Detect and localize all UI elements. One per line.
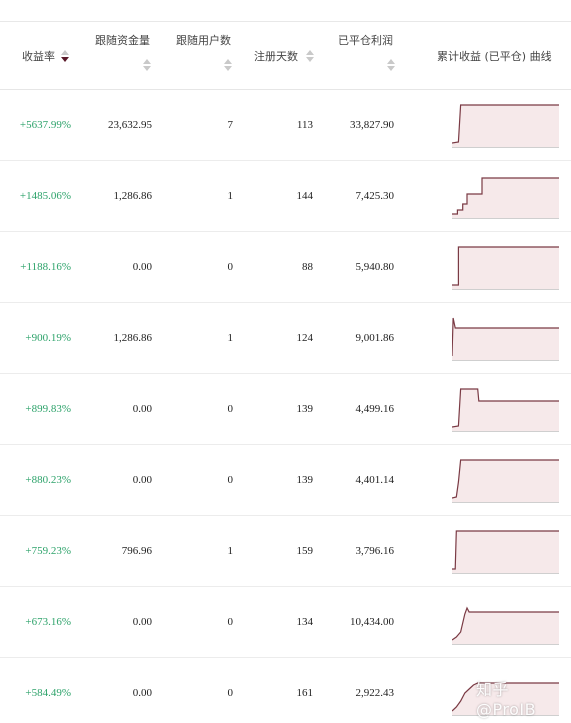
users-cell: 1 xyxy=(227,545,234,557)
days-cell: 139 xyxy=(296,403,314,415)
fund-cell: 796.96 xyxy=(121,545,152,557)
top-divider xyxy=(0,21,571,22)
cumulative-profit-curve xyxy=(452,606,559,645)
header-days-label: 注册天数 xyxy=(254,50,298,63)
sort-users-icon[interactable] xyxy=(223,59,233,73)
curve-area xyxy=(452,389,559,431)
profit-cell: 10,434.00 xyxy=(350,616,394,628)
days-cell: 113 xyxy=(296,119,313,131)
rate-cell: +899.83% xyxy=(25,403,71,415)
profit-cell: 9,001.86 xyxy=(355,332,395,344)
curve-line xyxy=(452,682,559,712)
cumulative-profit-curve xyxy=(452,530,559,574)
header-fund-label: 跟随资金量 xyxy=(95,34,150,47)
days-cell: 161 xyxy=(296,687,314,699)
curve-line xyxy=(452,317,559,357)
users-cell: 1 xyxy=(227,332,234,344)
days-cell: 139 xyxy=(296,474,314,486)
sort-profit-icon[interactable] xyxy=(386,59,396,73)
curve-line xyxy=(452,104,559,144)
curve-area xyxy=(452,531,559,573)
curve-area xyxy=(452,460,559,502)
profit-cell: 7,425.30 xyxy=(355,190,395,202)
cumulative-profit-curve xyxy=(452,246,559,290)
sort-rate-icon[interactable] xyxy=(60,50,70,64)
rate-cell: +759.23% xyxy=(25,545,71,557)
profit-cell: 33,827.90 xyxy=(350,119,394,131)
cumulative-profit-curve xyxy=(452,459,559,503)
header-rate-label: 收益率 xyxy=(22,50,55,63)
curve-line xyxy=(452,606,559,641)
sort-fund-icon[interactable] xyxy=(142,59,152,73)
curve-line xyxy=(452,388,559,428)
sort-days-icon[interactable] xyxy=(305,50,315,64)
curve-line xyxy=(452,530,559,570)
users-cell: 0 xyxy=(227,616,234,628)
profit-cell: 4,499.16 xyxy=(355,403,395,415)
fund-cell: 0.00 xyxy=(132,687,152,699)
table-row[interactable]: +899.83% 0.00 0 139 4,499.16 xyxy=(0,374,571,445)
users-cell: 0 xyxy=(227,474,234,486)
table-row[interactable]: +900.19% 1,286.86 1 124 9,001.86 xyxy=(0,303,571,374)
users-cell: 7 xyxy=(227,119,234,131)
rate-cell: +5637.99% xyxy=(19,119,71,131)
curve-line xyxy=(452,177,559,215)
curve-area xyxy=(452,608,559,644)
watermark: 知乎 @ProIB xyxy=(476,680,537,719)
table-row[interactable]: +5637.99% 23,632.95 7 113 33,827.90 xyxy=(0,90,571,161)
table-row[interactable]: +759.23% 796.96 1 159 3,796.16 xyxy=(0,516,571,587)
header-curve-label: 累计收益 (已平仓) 曲线 xyxy=(437,50,552,63)
curve-area xyxy=(452,178,559,218)
table-row[interactable]: +1188.16% 0.00 0 88 5,940.80 xyxy=(0,232,571,303)
rate-cell: +880.23% xyxy=(25,474,71,486)
fund-cell: 0.00 xyxy=(132,403,152,415)
cumulative-profit-curve xyxy=(452,104,559,148)
days-cell: 144 xyxy=(296,190,314,202)
fund-cell: 1,286.86 xyxy=(113,190,153,202)
fund-cell: 0.00 xyxy=(132,616,152,628)
profit-cell: 2,922.43 xyxy=(355,687,395,699)
curve-area xyxy=(452,247,559,289)
fund-cell: 0.00 xyxy=(132,261,152,273)
profit-cell: 5,940.80 xyxy=(355,261,395,273)
users-cell: 1 xyxy=(227,190,234,202)
rate-cell: +1188.16% xyxy=(20,261,71,273)
rate-cell: +673.16% xyxy=(25,616,71,628)
cumulative-profit-curve xyxy=(452,177,559,219)
header-users-label: 跟随用户数 xyxy=(176,34,231,47)
users-cell: 0 xyxy=(227,261,234,273)
days-cell: 159 xyxy=(296,545,314,557)
cumulative-profit-curve xyxy=(452,388,559,432)
cumulative-profit-curve xyxy=(452,682,559,716)
curve-line xyxy=(452,459,559,499)
profit-cell: 3,796.16 xyxy=(355,545,395,557)
table-row[interactable]: +584.49% 0.00 0 161 2,922.43 xyxy=(0,658,571,723)
curve-area xyxy=(452,683,559,715)
profit-cell: 4,401.14 xyxy=(355,474,395,486)
table-row[interactable]: +880.23% 0.00 0 139 4,401.14 xyxy=(0,445,571,516)
curve-line xyxy=(452,246,559,286)
fund-cell: 23,632.95 xyxy=(108,119,152,131)
rate-cell: +1485.06% xyxy=(19,190,71,202)
table-header: 收益率 跟随资金量 跟随用户数 注册天数 已平仓利润 累计收益 (已平仓) 曲线 xyxy=(0,22,571,90)
users-cell: 0 xyxy=(227,403,234,415)
header-profit-label: 已平仓利润 xyxy=(338,34,393,47)
fund-cell: 0.00 xyxy=(132,474,152,486)
cumulative-profit-curve xyxy=(452,317,559,361)
users-cell: 0 xyxy=(227,687,234,699)
fund-cell: 1,286.86 xyxy=(113,332,153,344)
curve-area xyxy=(452,318,559,360)
rate-cell: +900.19% xyxy=(25,332,71,344)
days-cell: 88 xyxy=(302,261,313,273)
table-row[interactable]: +1485.06% 1,286.86 1 144 7,425.30 xyxy=(0,161,571,232)
days-cell: 124 xyxy=(296,332,314,344)
days-cell: 134 xyxy=(296,616,314,628)
table-row[interactable]: +673.16% 0.00 0 134 10,434.00 xyxy=(0,587,571,658)
rate-cell: +584.49% xyxy=(25,687,71,699)
curve-area xyxy=(452,105,559,147)
